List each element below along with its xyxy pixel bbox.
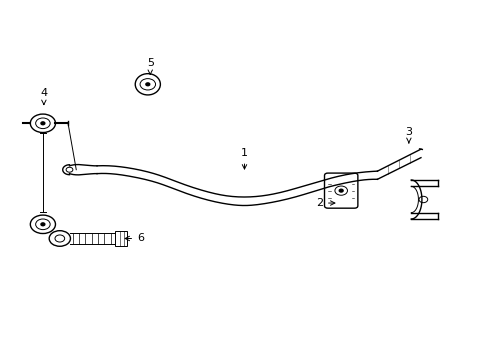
Circle shape: [339, 189, 343, 192]
Circle shape: [41, 223, 45, 226]
Text: 3: 3: [405, 127, 411, 143]
Text: 6: 6: [125, 234, 144, 243]
Text: 4: 4: [40, 88, 47, 104]
Text: 5: 5: [146, 58, 153, 75]
Text: 1: 1: [241, 148, 247, 169]
Text: 2: 2: [315, 198, 334, 208]
Circle shape: [334, 186, 347, 195]
Circle shape: [145, 83, 149, 86]
FancyBboxPatch shape: [115, 231, 127, 246]
Circle shape: [41, 122, 45, 125]
FancyBboxPatch shape: [324, 173, 357, 208]
